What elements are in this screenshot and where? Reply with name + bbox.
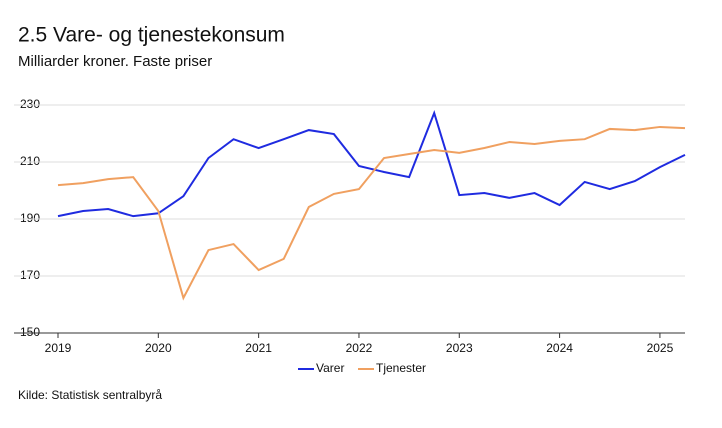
chart-title: 2.5 Vare- og tjenestekonsum [18,24,285,47]
x-tick-label: 2020 [145,341,172,355]
y-tick-label: 210 [20,154,40,168]
legend-label: Varer [316,361,344,375]
source: Kilde: Statistisk sentralbyrå [18,388,162,402]
x-tick-label: 2023 [446,341,473,355]
line-series [57,125,686,301]
x-tick-label: 2025 [647,341,674,355]
line-series [57,109,686,218]
y-tick-label: 170 [20,268,40,282]
y-tick-label: 150 [20,325,40,339]
x-tick-label: 2019 [45,341,72,355]
x-tick-label: 2022 [346,341,373,355]
legend-label: Tjenester [376,361,426,375]
x-tick-label: 2024 [546,341,573,355]
chart-subtitle: Milliarder kroner. Faste priser [18,53,212,70]
y-tick-label: 230 [20,97,40,111]
y-tick-label: 190 [20,211,40,225]
x-tick-label: 2021 [245,341,272,355]
